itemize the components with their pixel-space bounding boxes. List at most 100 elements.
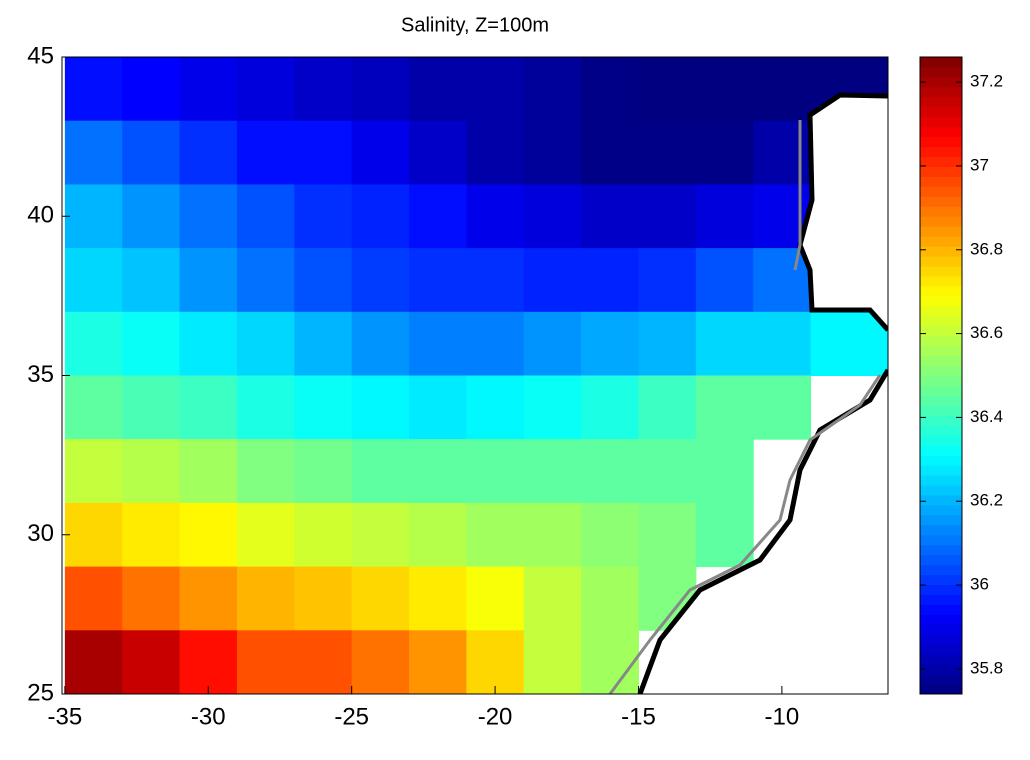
heatmap-cell xyxy=(351,311,410,376)
colorbar-swatch xyxy=(920,57,962,68)
colorbar-swatch xyxy=(920,315,962,327)
colorbar-swatch xyxy=(920,465,962,476)
heatmap-cell xyxy=(351,375,410,440)
colorbar-swatch xyxy=(920,684,962,695)
heatmap-cell xyxy=(466,120,525,185)
heatmap-cell xyxy=(466,248,525,313)
colorbar-swatch xyxy=(920,275,962,287)
colorbar-swatch xyxy=(920,66,962,78)
heatmap-cell xyxy=(638,502,697,568)
heatmap-cell xyxy=(466,630,525,694)
colorbar-swatch xyxy=(920,345,962,357)
y-tick-label: 35 xyxy=(27,361,54,388)
heatmap-cell xyxy=(523,120,582,185)
heatmap-cell xyxy=(695,311,754,376)
heatmap-cell xyxy=(753,248,812,313)
heatmap-cell xyxy=(236,57,295,122)
heatmap-cell xyxy=(409,120,467,185)
heatmap-cell xyxy=(695,248,754,313)
heatmap-cell xyxy=(122,311,181,376)
colorbar-swatch xyxy=(920,126,962,138)
heatmap-cell xyxy=(179,248,238,313)
colorbar-swatch xyxy=(920,405,962,416)
heatmap-cell xyxy=(409,184,467,249)
colorbar-swatch xyxy=(920,325,962,337)
colorbar-swatch xyxy=(920,624,962,635)
heatmap-cell xyxy=(523,248,582,313)
colorbar-swatch xyxy=(920,166,962,177)
colorbar-swatch xyxy=(920,564,962,576)
heatmap-cell xyxy=(179,439,238,504)
heatmap-cell xyxy=(122,439,181,504)
colorbar-swatch xyxy=(920,534,962,546)
colorbar-swatch xyxy=(920,415,962,426)
y-tick-label: 25 xyxy=(27,679,54,706)
heatmap-cell xyxy=(294,311,353,376)
heatmap-cell xyxy=(695,184,754,249)
x-tick-label: -25 xyxy=(334,703,369,730)
heatmap-cell xyxy=(753,311,812,376)
heatmap-cell xyxy=(236,248,295,313)
heatmap-cell xyxy=(179,120,238,185)
colorbar-swatch xyxy=(920,524,962,536)
heatmap-cell xyxy=(409,630,467,694)
heatmap-cell xyxy=(695,120,754,185)
heatmap-cell xyxy=(466,184,525,249)
colorbar-swatch xyxy=(920,216,962,227)
colorbar-swatch xyxy=(920,435,962,446)
colorbar-swatch xyxy=(920,604,962,615)
heatmap-cell xyxy=(581,311,639,376)
colorbar-swatch xyxy=(920,305,962,317)
colorbar-swatch xyxy=(920,584,962,595)
colorbar-swatch xyxy=(920,544,962,556)
colorbar-tick-label: 36 xyxy=(970,575,989,594)
colorbar-swatch xyxy=(920,335,962,347)
colorbar-swatch xyxy=(920,455,962,466)
heatmap-cell xyxy=(122,248,181,313)
heatmap-cell xyxy=(236,184,295,249)
heatmap-cell xyxy=(122,630,181,694)
heatmap-cell xyxy=(753,375,812,440)
colorbar-swatch xyxy=(920,475,962,486)
colorbar-tick-label: 36.8 xyxy=(970,239,1003,258)
colorbar-swatch xyxy=(920,504,962,516)
heatmap-cell xyxy=(294,566,353,631)
colorbar-swatch xyxy=(920,395,962,406)
colorbar-swatch xyxy=(920,176,962,187)
heatmap-cell xyxy=(294,120,353,185)
heatmap-cell xyxy=(581,375,639,440)
heatmap-cell xyxy=(64,630,123,694)
heatmap-cell xyxy=(581,630,639,694)
heatmap-cell xyxy=(523,502,582,568)
colorbar-swatch xyxy=(920,594,962,605)
heatmap-cell xyxy=(581,120,639,185)
x-tick-label: -10 xyxy=(765,703,800,730)
colorbar-swatch xyxy=(920,106,962,118)
heatmap-cell xyxy=(179,375,238,440)
heatmap-cell xyxy=(638,375,697,440)
heatmap-cell xyxy=(695,502,754,568)
heatmap-cell xyxy=(122,375,181,440)
colorbar-swatch xyxy=(920,634,962,645)
heatmap-cell xyxy=(409,566,467,631)
colorbar-swatch xyxy=(920,186,962,197)
heatmap-cell xyxy=(695,375,754,440)
heatmap-cell xyxy=(523,566,582,631)
heatmap-cell xyxy=(64,311,123,376)
heatmap-cell xyxy=(409,439,467,504)
colorbar-swatch xyxy=(920,226,962,237)
y-tick-label: 45 xyxy=(27,42,54,69)
heatmap-cell xyxy=(64,566,123,631)
colorbar-swatch xyxy=(920,76,962,88)
colorbar-swatch xyxy=(920,295,962,307)
colorbar-tick-label: 37.2 xyxy=(970,72,1003,91)
heatmap-cell xyxy=(351,184,410,249)
heatmap-cell xyxy=(64,184,123,249)
colorbar-swatch xyxy=(920,206,962,217)
heatmap-cell xyxy=(294,439,353,504)
colorbar-swatch xyxy=(920,285,962,297)
colorbar-swatch xyxy=(920,494,962,506)
heatmap-cell xyxy=(351,248,410,313)
colorbar-swatch xyxy=(920,116,962,128)
